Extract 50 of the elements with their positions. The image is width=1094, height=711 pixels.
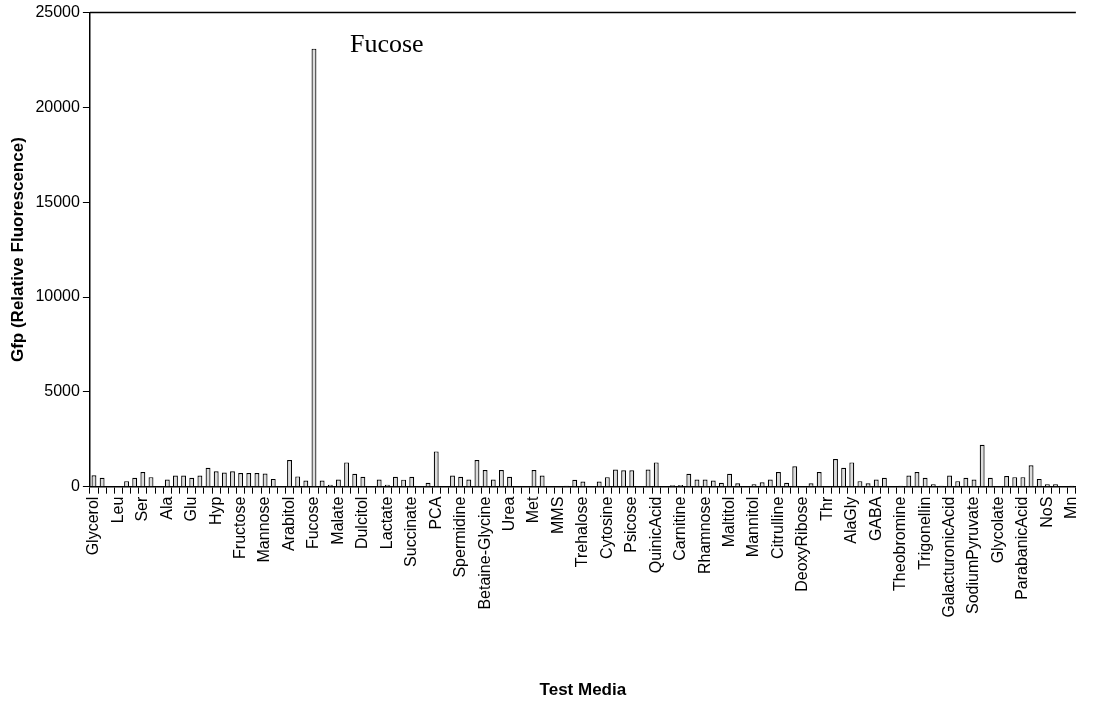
x-tick-label: Maltitol xyxy=(719,496,737,548)
y-tick-label: 15000 xyxy=(35,192,80,210)
x-tick-label: Betaine-Glycine xyxy=(475,496,493,610)
x-tick-label: Ser xyxy=(133,495,151,522)
x-tick-label: Fructose xyxy=(231,496,249,559)
x-tick-label: Glycolate xyxy=(988,496,1006,564)
x-tick-label: ParabanicAcid xyxy=(1013,496,1031,600)
x-tick-label: Carnitine xyxy=(671,496,689,561)
y-tick-label: 25000 xyxy=(35,3,80,21)
x-tick-label: MMS xyxy=(548,496,566,534)
x-tick-label: Trehalose xyxy=(573,496,591,568)
y-tick-label: 5000 xyxy=(44,382,80,400)
x-tick-label: QuinicAcid xyxy=(646,496,664,574)
x-tick-label: Glycerol xyxy=(84,496,102,556)
x-tick-label: Mn xyxy=(1062,496,1080,519)
x-tick-label: Leu xyxy=(108,496,126,524)
x-tick-label: Trigonellin xyxy=(915,496,933,570)
x-tick-label: SodiumPyruvate xyxy=(964,496,982,615)
x-axis-title: Test Media xyxy=(539,680,627,700)
x-tick-label: NoS xyxy=(1037,496,1055,528)
x-tick-label: PCA xyxy=(426,496,444,530)
x-tick-label: Fucose xyxy=(304,496,322,550)
x-tick-label: Lactate xyxy=(377,496,395,550)
x-tick-label: Thr xyxy=(817,495,835,521)
x-tick-label: GABA xyxy=(866,496,884,542)
y-tick-label: 20000 xyxy=(35,97,80,115)
x-tick-label: Mannose xyxy=(255,496,273,563)
x-tick-label: Spermidine xyxy=(451,496,469,578)
x-tick-label: Theobromine xyxy=(891,496,909,591)
x-tick-label: Ala xyxy=(157,496,175,520)
x-tick-label: Psicose xyxy=(622,496,640,553)
x-tick-label: Cytosine xyxy=(597,496,615,559)
x-tick-label: Hyp xyxy=(206,496,224,526)
x-tick-label: Met xyxy=(524,496,542,524)
y-axis-title: Gfp (Relative Fluorescence) xyxy=(7,137,27,363)
x-tick-label: GalacturonicAcid xyxy=(939,496,957,618)
x-tick-label: Mannitol xyxy=(744,496,762,558)
x-tick-label: Rhamnose xyxy=(695,496,713,575)
x-tick-label: Urea xyxy=(499,496,517,532)
annotation: Fucose xyxy=(349,28,424,58)
y-tick-label: 10000 xyxy=(35,287,80,305)
x-tick-label: AlaGly xyxy=(842,496,860,544)
y-tick-label: 0 xyxy=(70,477,80,495)
x-tick-label: Arabitol xyxy=(279,496,297,551)
x-tick-label: DeoxyRibose xyxy=(793,496,811,592)
x-tick-label: Succinate xyxy=(402,496,420,567)
x-tick-label: Glu xyxy=(182,496,200,522)
x-tick-label: Malate xyxy=(328,496,346,545)
x-tick-label: Dulcitol xyxy=(353,496,371,550)
x-tick-label: Citrulline xyxy=(768,496,786,559)
